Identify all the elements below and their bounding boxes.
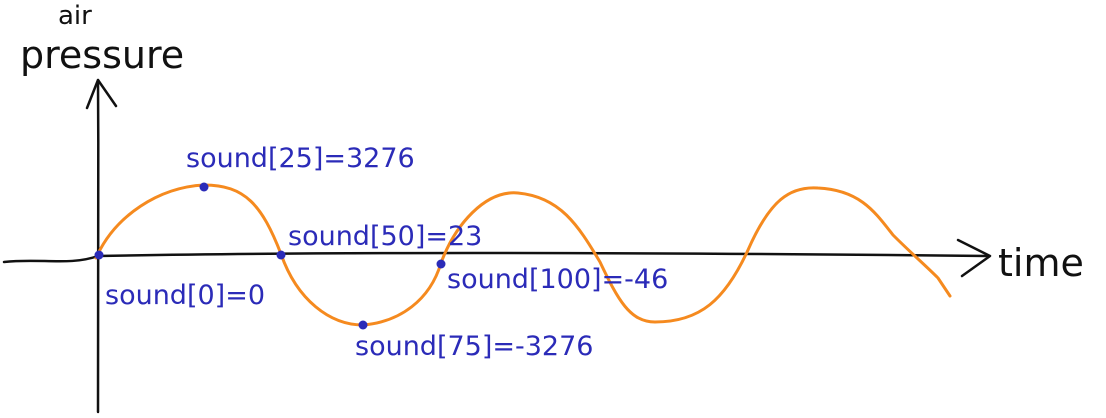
sample-label-75: sound[75]=-3276 — [355, 331, 593, 362]
sample-point-100 — [436, 259, 446, 269]
sample-label-100: sound[100]=-46 — [447, 264, 668, 295]
sample-point-75 — [358, 320, 368, 330]
x-axis-arrowhead — [956, 238, 992, 278]
y-axis-line — [96, 78, 100, 414]
sound-wave — [94, 183, 952, 327]
sample-label-50: sound[50]=23 — [288, 221, 482, 252]
y-axis-label-line1: air — [58, 1, 92, 31]
sample-point-25 — [199, 182, 209, 192]
x-axis-label: time — [998, 241, 1084, 285]
sample-label-25: sound[25]=3276 — [186, 143, 415, 174]
x-axis-line — [2, 251, 990, 264]
y-axis-label-line2: pressure — [20, 33, 184, 77]
y-axis-arrowhead — [85, 78, 118, 110]
sample-point-0 — [94, 250, 104, 260]
sample-points — [94, 182, 446, 330]
sample-point-50 — [276, 250, 286, 260]
sample-label-0: sound[0]=0 — [105, 280, 265, 311]
axes — [2, 78, 992, 414]
